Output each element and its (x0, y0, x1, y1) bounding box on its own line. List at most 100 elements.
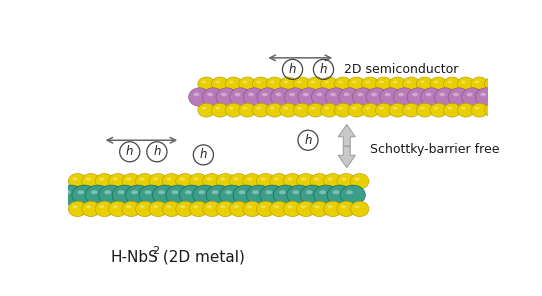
Ellipse shape (337, 173, 356, 189)
Ellipse shape (211, 77, 229, 91)
Ellipse shape (212, 190, 218, 194)
Ellipse shape (346, 190, 353, 194)
Ellipse shape (462, 88, 483, 106)
Ellipse shape (113, 178, 118, 181)
Ellipse shape (176, 201, 195, 217)
Ellipse shape (256, 201, 275, 217)
Ellipse shape (275, 93, 281, 96)
Ellipse shape (86, 178, 91, 181)
Ellipse shape (406, 107, 411, 110)
Ellipse shape (248, 93, 254, 96)
Ellipse shape (59, 185, 83, 205)
Ellipse shape (325, 107, 329, 110)
Ellipse shape (412, 93, 418, 96)
Ellipse shape (448, 88, 470, 106)
Ellipse shape (471, 77, 488, 91)
Ellipse shape (443, 103, 461, 117)
Ellipse shape (362, 103, 379, 117)
Ellipse shape (202, 107, 207, 110)
Ellipse shape (64, 190, 71, 194)
Ellipse shape (189, 173, 208, 189)
Ellipse shape (425, 93, 431, 96)
Ellipse shape (461, 81, 466, 83)
Ellipse shape (211, 103, 229, 117)
Ellipse shape (256, 81, 261, 83)
Ellipse shape (193, 205, 198, 208)
Text: Schottky-barrier free: Schottky-barrier free (370, 143, 500, 156)
Ellipse shape (393, 88, 415, 106)
Ellipse shape (243, 173, 261, 189)
Ellipse shape (253, 77, 269, 91)
Ellipse shape (140, 205, 145, 208)
Ellipse shape (216, 201, 235, 217)
Ellipse shape (118, 190, 125, 194)
Ellipse shape (193, 185, 217, 205)
Ellipse shape (270, 88, 292, 106)
Ellipse shape (435, 88, 456, 106)
Text: 2D semiconductor: 2D semiconductor (344, 63, 459, 76)
Ellipse shape (398, 93, 404, 96)
Ellipse shape (247, 178, 252, 181)
Ellipse shape (166, 185, 191, 205)
Ellipse shape (230, 88, 251, 106)
Ellipse shape (301, 178, 306, 181)
Ellipse shape (416, 77, 433, 91)
Ellipse shape (389, 77, 406, 91)
Text: h: h (199, 148, 207, 161)
Ellipse shape (338, 81, 343, 83)
Ellipse shape (292, 190, 299, 194)
Ellipse shape (126, 205, 131, 208)
Ellipse shape (352, 81, 357, 83)
Ellipse shape (149, 201, 167, 217)
Ellipse shape (82, 201, 100, 217)
Ellipse shape (327, 185, 352, 205)
Ellipse shape (229, 173, 248, 189)
Ellipse shape (297, 107, 302, 110)
Ellipse shape (68, 201, 87, 217)
Ellipse shape (341, 205, 346, 208)
Ellipse shape (297, 81, 302, 83)
Ellipse shape (457, 77, 474, 91)
Ellipse shape (243, 107, 247, 110)
Ellipse shape (225, 103, 242, 117)
Ellipse shape (337, 201, 356, 217)
Ellipse shape (310, 173, 328, 189)
Ellipse shape (324, 201, 342, 217)
Ellipse shape (488, 107, 493, 110)
Ellipse shape (122, 201, 140, 217)
Ellipse shape (203, 201, 221, 217)
FancyArrow shape (338, 146, 355, 168)
Ellipse shape (430, 103, 447, 117)
Ellipse shape (303, 93, 309, 96)
Ellipse shape (350, 201, 369, 217)
Ellipse shape (73, 178, 78, 181)
Ellipse shape (229, 201, 248, 217)
Ellipse shape (379, 107, 384, 110)
Text: (2D metal): (2D metal) (158, 250, 244, 265)
Ellipse shape (158, 190, 165, 194)
Ellipse shape (126, 178, 131, 181)
Ellipse shape (220, 178, 225, 181)
Ellipse shape (108, 201, 127, 217)
Ellipse shape (421, 88, 442, 106)
Ellipse shape (283, 201, 302, 217)
Ellipse shape (247, 205, 252, 208)
Ellipse shape (311, 107, 315, 110)
Ellipse shape (283, 81, 288, 83)
Ellipse shape (338, 107, 343, 110)
Ellipse shape (152, 185, 177, 205)
Ellipse shape (68, 173, 87, 189)
Ellipse shape (319, 190, 326, 194)
Ellipse shape (324, 173, 342, 189)
Ellipse shape (112, 185, 137, 205)
Ellipse shape (311, 81, 315, 83)
Ellipse shape (344, 93, 350, 96)
Ellipse shape (180, 178, 185, 181)
Ellipse shape (375, 77, 392, 91)
Ellipse shape (327, 205, 333, 208)
Ellipse shape (307, 103, 324, 117)
Ellipse shape (176, 173, 195, 189)
Ellipse shape (206, 185, 231, 205)
Ellipse shape (475, 88, 497, 106)
Ellipse shape (266, 190, 272, 194)
